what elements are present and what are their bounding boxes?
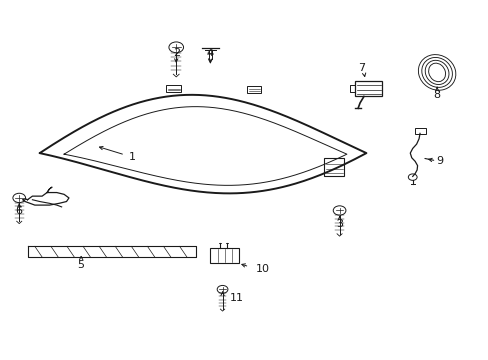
Text: 11: 11 xyxy=(229,293,244,303)
FancyBboxPatch shape xyxy=(210,248,238,263)
FancyBboxPatch shape xyxy=(166,85,181,92)
Text: 2: 2 xyxy=(172,48,180,58)
FancyBboxPatch shape xyxy=(247,86,261,93)
FancyBboxPatch shape xyxy=(354,81,382,96)
Text: 7: 7 xyxy=(357,63,365,73)
Text: 6: 6 xyxy=(16,206,22,216)
Text: 3: 3 xyxy=(335,219,343,229)
Text: 5: 5 xyxy=(78,260,84,270)
FancyBboxPatch shape xyxy=(414,129,425,134)
FancyBboxPatch shape xyxy=(324,158,343,176)
Text: 10: 10 xyxy=(256,264,270,274)
Text: 4: 4 xyxy=(206,48,213,58)
Text: 9: 9 xyxy=(435,156,442,166)
Text: 1: 1 xyxy=(128,152,136,162)
Text: 8: 8 xyxy=(433,90,440,100)
